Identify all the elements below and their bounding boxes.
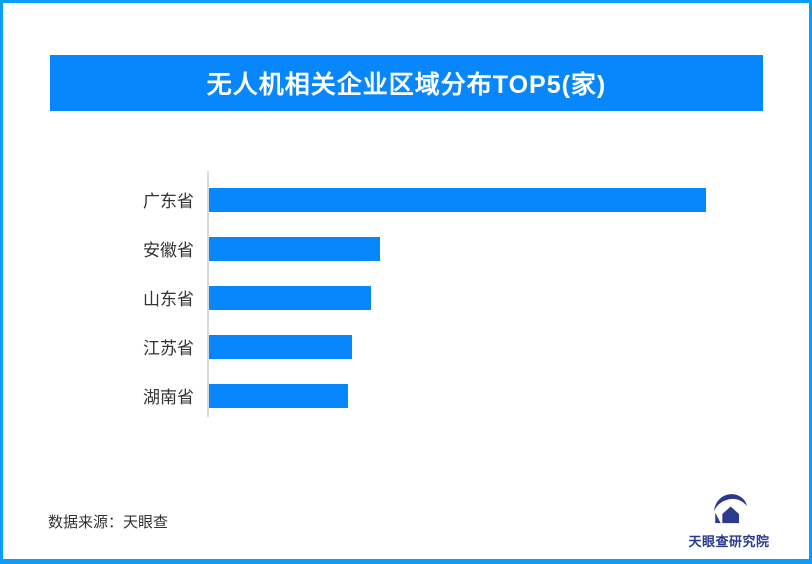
category-label: 安徽省 [143, 241, 194, 260]
bar-row: 湖南省 [3, 371, 809, 420]
bar-track [207, 187, 809, 212]
chart-title: 无人机相关企业区域分布TOP5(家) [206, 71, 607, 99]
bar-track [207, 236, 809, 261]
data-source-label: 数据来源：天眼查 [48, 514, 169, 531]
bar-track [207, 285, 809, 310]
bar [209, 187, 706, 212]
logo-wordmark: 天眼查研究院 [688, 534, 770, 549]
chart-title-banner: 无人机相关企业区域分布TOP5(家) [50, 55, 763, 111]
bar [209, 285, 371, 310]
bar-row: 江苏省 [3, 322, 809, 371]
bar [209, 383, 348, 408]
bar-row: 山东省 [3, 273, 809, 322]
category-label: 广东省 [143, 192, 194, 211]
bar [209, 236, 380, 261]
bar-rows-container: 广东省安徽省山东省江苏省湖南省 [3, 175, 809, 420]
tianyancha-logo: 天眼查研究院 [679, 489, 779, 550]
bar-track [207, 334, 809, 359]
category-label: 江苏省 [143, 339, 194, 358]
bar [209, 334, 352, 359]
bar-track [207, 383, 809, 408]
y-axis-line [207, 171, 209, 417]
category-label: 山东省 [143, 290, 194, 309]
category-label: 湖南省 [143, 388, 194, 407]
bar-row: 安徽省 [3, 224, 809, 273]
bar-row: 广东省 [3, 175, 809, 224]
bar-chart: 广东省安徽省山东省江苏省湖南省 [3, 175, 809, 420]
tianyancha-logo-icon [714, 494, 747, 524]
